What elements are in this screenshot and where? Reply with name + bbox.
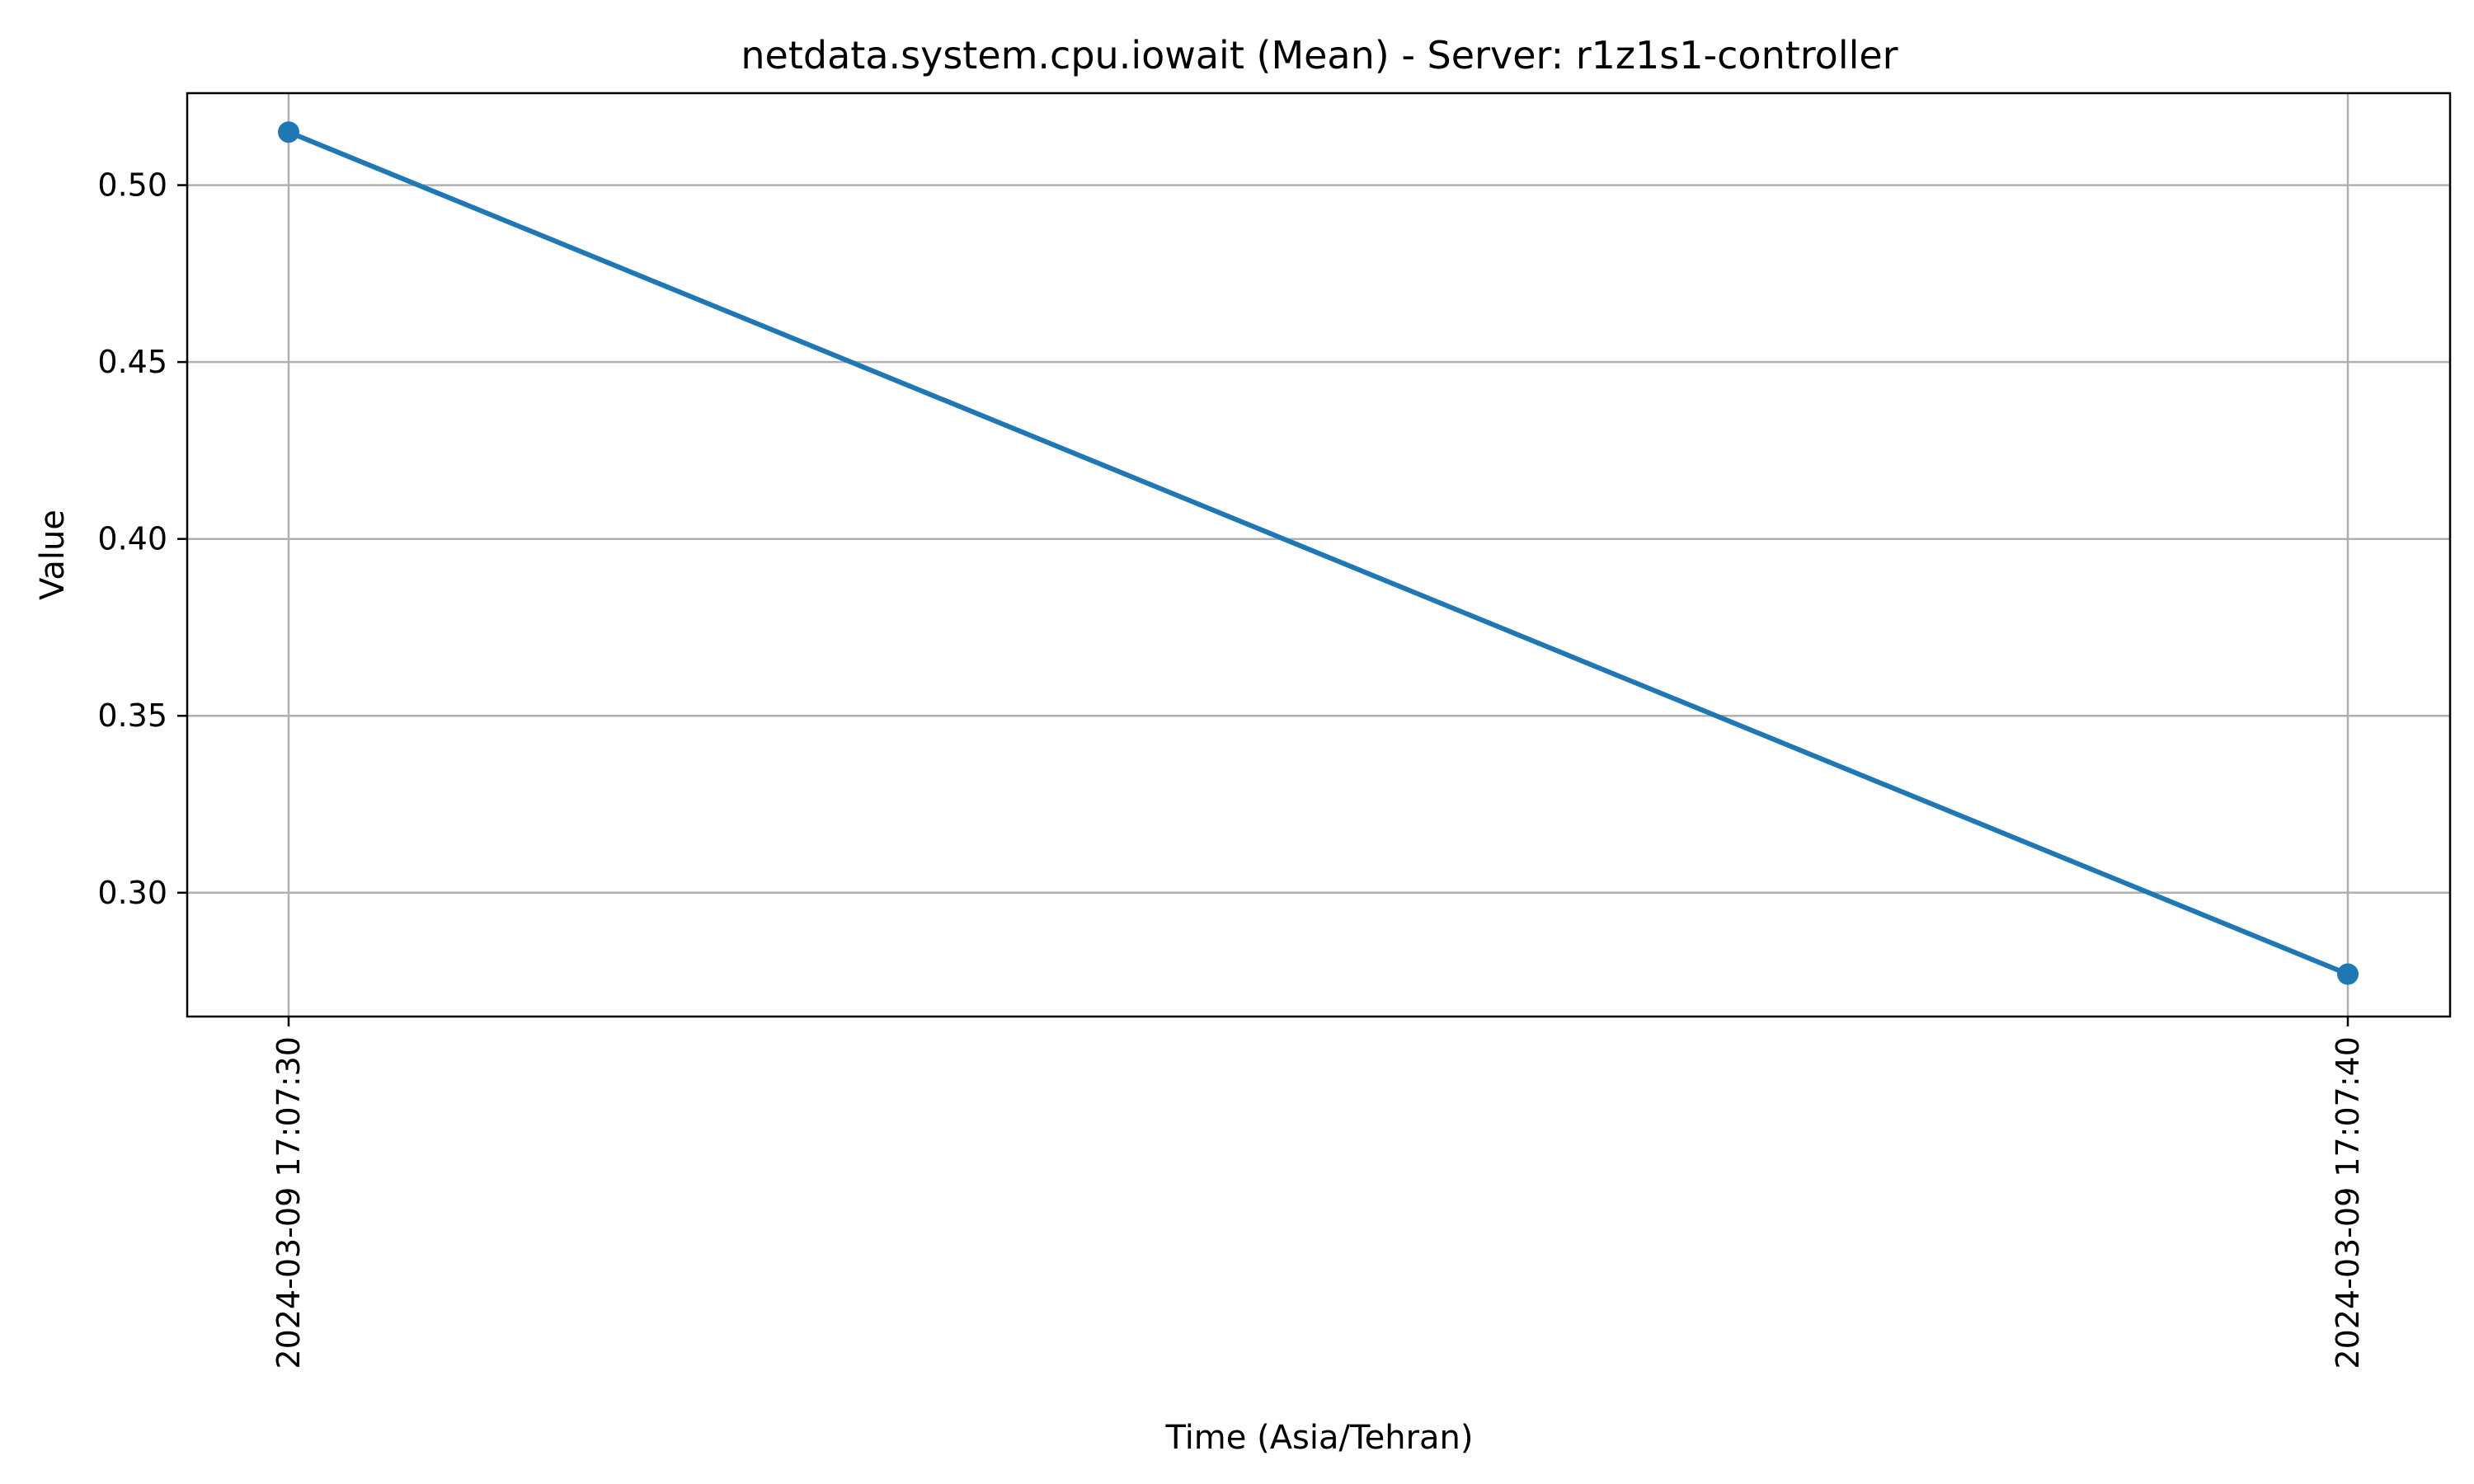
ticks: 0.30 0.35 0.40 0.45 0.50 2024-03-09 17:07:30 2… (97, 167, 2366, 1369)
y-tick-label: 0.45 (97, 344, 167, 380)
y-tick-label: 0.30 (97, 875, 167, 911)
data-point (2337, 963, 2359, 985)
y-tick-label: 0.40 (97, 521, 167, 557)
x-tick-label: 2024-03-09 17:07:30 (270, 1036, 307, 1369)
chart-title: netdata.system.cpu.iowait (Mean) - Serve… (741, 33, 1898, 77)
series-layer (278, 121, 2359, 985)
series-line (286, 129, 2350, 977)
y-axis-label: Value (34, 510, 72, 600)
y-tick-label: 0.35 (97, 697, 167, 734)
grid (187, 93, 2450, 1017)
y-tick-label: 0.50 (97, 167, 167, 204)
x-tick-label: 2024-03-09 17:07:40 (2330, 1036, 2366, 1369)
x-axis-label: Time (Asia/Tehran) (1164, 1419, 1473, 1457)
data-point (278, 121, 299, 143)
plot-frame (186, 92, 2452, 1018)
